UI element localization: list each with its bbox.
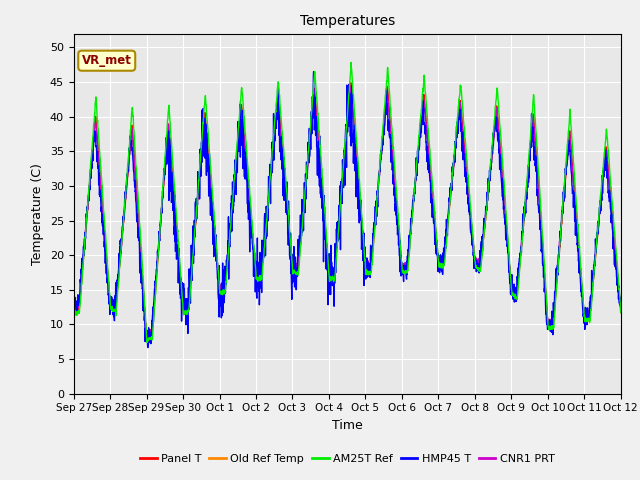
- Line: Panel T: Panel T: [74, 83, 621, 339]
- HMP45 T: [569, 188, 577, 193]
- HMP45 T: [584, 314, 592, 320]
- Panel T: [70, 309, 77, 314]
- Panel T: [143, 336, 150, 342]
- CNR1 PRT: [617, 304, 625, 310]
- HMP45 T: [364, 266, 371, 272]
- AM25T Ref: [348, 60, 355, 65]
- CNR1 PRT: [347, 84, 355, 90]
- Old Ref Temp: [143, 338, 150, 344]
- CNR1 PRT: [584, 310, 592, 315]
- AM25T Ref: [507, 274, 515, 279]
- Y-axis label: Temperature (C): Temperature (C): [31, 163, 44, 264]
- Old Ref Temp: [569, 170, 577, 176]
- Line: HMP45 T: HMP45 T: [74, 72, 621, 348]
- Panel T: [569, 171, 577, 177]
- AM25T Ref: [143, 340, 151, 346]
- HMP45 T: [617, 303, 625, 309]
- CNR1 PRT: [376, 168, 383, 173]
- HMP45 T: [310, 69, 317, 74]
- Old Ref Temp: [376, 175, 383, 181]
- Panel T: [617, 307, 625, 313]
- CNR1 PRT: [507, 275, 515, 280]
- Line: CNR1 PRT: CNR1 PRT: [74, 87, 621, 336]
- AM25T Ref: [569, 151, 577, 157]
- X-axis label: Time: Time: [332, 419, 363, 432]
- Old Ref Temp: [507, 279, 515, 285]
- Old Ref Temp: [70, 311, 77, 317]
- Panel T: [507, 277, 515, 283]
- Line: Old Ref Temp: Old Ref Temp: [74, 83, 621, 341]
- Title: Temperatures: Temperatures: [300, 14, 395, 28]
- HMP45 T: [376, 173, 383, 179]
- Line: AM25T Ref: AM25T Ref: [74, 62, 621, 343]
- CNR1 PRT: [70, 304, 77, 310]
- AM25T Ref: [584, 315, 592, 321]
- Panel T: [223, 269, 230, 275]
- Old Ref Temp: [364, 268, 371, 274]
- Panel T: [376, 172, 383, 178]
- AM25T Ref: [376, 171, 383, 177]
- Text: VR_met: VR_met: [82, 54, 132, 67]
- AM25T Ref: [70, 308, 77, 313]
- Old Ref Temp: [584, 315, 592, 321]
- Old Ref Temp: [617, 310, 625, 316]
- HMP45 T: [507, 291, 515, 297]
- Panel T: [347, 80, 355, 85]
- AM25T Ref: [364, 271, 371, 276]
- HMP45 T: [223, 257, 230, 263]
- CNR1 PRT: [223, 264, 230, 269]
- Old Ref Temp: [223, 271, 230, 277]
- CNR1 PRT: [364, 262, 371, 268]
- Old Ref Temp: [347, 80, 355, 86]
- AM25T Ref: [223, 273, 230, 278]
- CNR1 PRT: [143, 334, 150, 339]
- CNR1 PRT: [569, 172, 577, 178]
- Panel T: [364, 266, 371, 272]
- Panel T: [584, 313, 592, 319]
- HMP45 T: [144, 345, 152, 350]
- HMP45 T: [70, 305, 77, 311]
- AM25T Ref: [617, 310, 625, 315]
- Legend: Panel T, Old Ref Temp, AM25T Ref, HMP45 T, CNR1 PRT: Panel T, Old Ref Temp, AM25T Ref, HMP45 …: [136, 450, 559, 468]
